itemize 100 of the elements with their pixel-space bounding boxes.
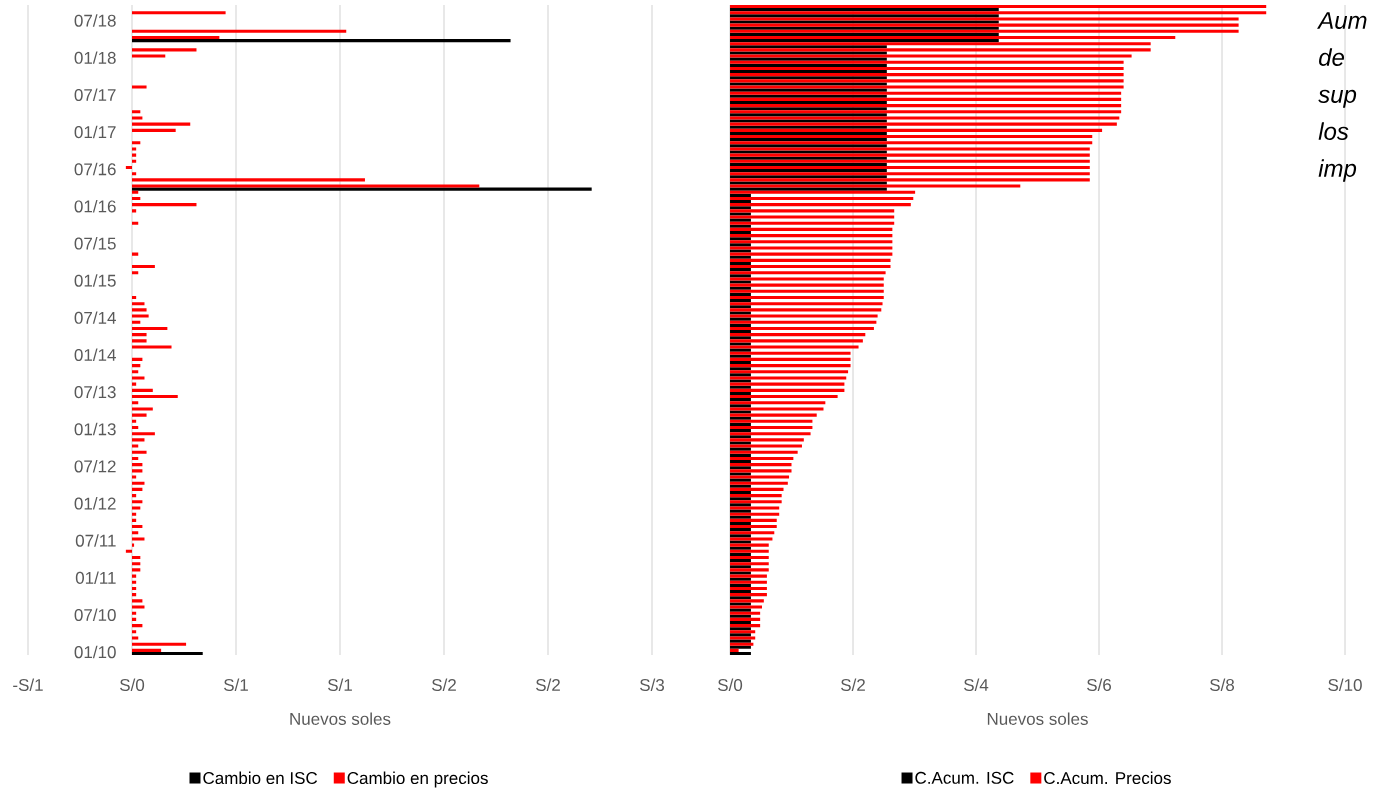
bar <box>730 258 891 262</box>
bar <box>730 73 1124 77</box>
bar <box>730 206 751 210</box>
bar <box>132 196 141 200</box>
y-tick-label: 01/17 <box>74 125 116 139</box>
bar <box>730 91 1122 95</box>
legend-label: Cambio en precios <box>347 771 488 788</box>
bar <box>730 419 813 423</box>
bar <box>730 45 887 49</box>
bar <box>730 357 851 361</box>
bar <box>730 88 887 92</box>
bar <box>730 42 1151 46</box>
bar <box>730 370 849 374</box>
bar <box>730 314 878 318</box>
y-tick-label: 07/11 <box>75 534 116 547</box>
bar <box>132 562 141 566</box>
bar <box>730 456 794 461</box>
bar <box>730 39 999 43</box>
bar <box>730 503 751 507</box>
bar <box>730 497 751 501</box>
bar <box>730 466 751 470</box>
bar <box>132 512 137 516</box>
bar <box>730 138 887 142</box>
x-tick-label: S/8 <box>1210 678 1235 692</box>
bar <box>730 360 751 365</box>
bar <box>132 593 137 597</box>
bar <box>730 577 751 581</box>
bar <box>730 534 751 538</box>
y-tick-label: 07/13 <box>74 385 116 399</box>
bar <box>730 122 1117 126</box>
bar <box>730 512 780 516</box>
bar <box>132 425 139 430</box>
bar <box>730 26 999 30</box>
bar <box>730 295 884 300</box>
bar <box>132 265 155 269</box>
bar <box>132 413 147 417</box>
bar <box>132 543 135 547</box>
bar <box>730 165 1090 170</box>
bar <box>730 531 775 535</box>
bar <box>730 633 751 637</box>
bar <box>730 215 895 219</box>
bar <box>730 339 863 343</box>
bar <box>730 302 883 306</box>
bar <box>132 39 511 43</box>
bar <box>132 444 139 448</box>
bar <box>730 159 1090 163</box>
bar <box>132 184 480 188</box>
bar <box>132 525 143 529</box>
bar <box>132 407 153 411</box>
bar <box>730 172 1090 176</box>
bar <box>730 555 769 560</box>
bar <box>730 435 751 439</box>
bar <box>132 617 137 621</box>
bar <box>730 51 887 55</box>
bar <box>730 224 751 228</box>
y-tick-label: 01/16 <box>74 199 116 213</box>
bar <box>730 422 751 426</box>
bar <box>132 271 139 275</box>
bar <box>730 8 999 12</box>
bar <box>132 642 187 646</box>
bar <box>730 187 887 191</box>
bar <box>132 209 137 213</box>
bar <box>730 515 751 519</box>
bar <box>132 333 147 337</box>
bar <box>730 398 751 402</box>
bar <box>730 249 751 253</box>
bar <box>132 357 143 361</box>
bar <box>730 277 884 281</box>
y-tick-label: 07/17 <box>74 88 116 102</box>
bar <box>730 528 751 532</box>
x-tick-label: S/1 <box>224 678 248 692</box>
bar <box>730 57 887 61</box>
bar <box>730 441 751 445</box>
y-tick-label: 01/18 <box>74 51 116 64</box>
bar <box>730 85 1124 89</box>
bar <box>730 518 777 522</box>
bar <box>730 367 751 371</box>
bar <box>730 475 790 479</box>
bar <box>730 596 751 600</box>
bar <box>132 651 203 656</box>
bar <box>730 568 769 572</box>
legend-label: C.Acum. Precios <box>1044 771 1171 785</box>
bar <box>132 339 147 343</box>
bar <box>132 187 592 191</box>
bar <box>132 85 147 89</box>
bar <box>132 432 155 436</box>
y-tick-label: 01/13 <box>74 422 116 436</box>
bar <box>730 82 887 86</box>
bar <box>730 425 813 430</box>
bar <box>730 429 751 433</box>
bar <box>132 630 137 634</box>
bar <box>730 17 1239 21</box>
bar <box>730 605 762 609</box>
bar <box>132 221 139 225</box>
x-tick-label: S/6 <box>1087 678 1112 692</box>
bar <box>730 190 916 194</box>
bar <box>730 320 877 324</box>
bar <box>132 500 143 504</box>
bar <box>730 20 999 24</box>
bar <box>730 407 824 411</box>
